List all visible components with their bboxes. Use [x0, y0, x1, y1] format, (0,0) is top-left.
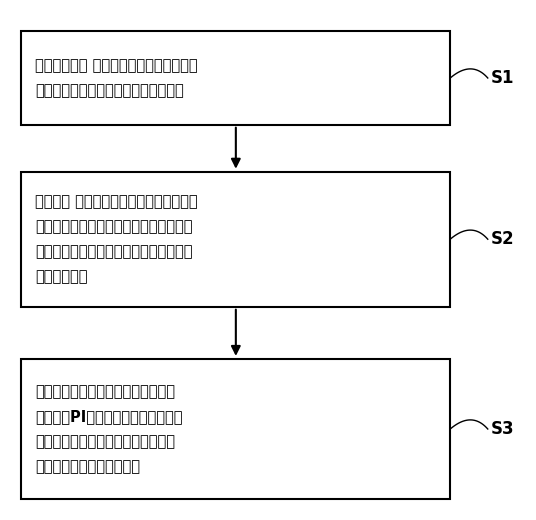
Text: S1: S1 — [490, 69, 514, 87]
Bar — [21, 31, 450, 125]
Text: 偏差电流输入电流内环，通过电流内: 偏差电流输入电流内环，通过电流内 — [35, 384, 175, 399]
Text: 检测负载电流 中基波有功电流分量，电压: 检测负载电流 中基波有功电流分量，电压 — [35, 58, 197, 73]
Text: 外环实现直流侧稳压控制、均压控制。: 外环实现直流侧稳压控制、均压控制。 — [35, 83, 184, 98]
Text: 踪指令减去静止同步补偿器发生的电流得: 踪指令减去静止同步补偿器发生的电流得 — [35, 244, 192, 259]
Text: 作为电流内环的跟踪指令，电流内环的跟: 作为电流内环的跟踪指令，电流内环的跟 — [35, 219, 192, 234]
Bar — [21, 359, 450, 499]
Text: 制器，提高电流跟踪精度。: 制器，提高电流跟踪精度。 — [35, 459, 140, 474]
Text: 应速度；通过电流内环中外环重复控: 应速度；通过电流内环中外环重复控 — [35, 434, 175, 449]
Text: S2: S2 — [490, 230, 514, 248]
Text: 环中内环PI控制器，提高系统动态响: 环中内环PI控制器，提高系统动态响 — [35, 409, 182, 424]
Text: S3: S3 — [490, 420, 514, 438]
Bar — [21, 172, 450, 307]
Text: 到偏差电流。: 到偏差电流。 — [35, 269, 87, 284]
Text: 负载电流 减去所述基波正序有功电流分量: 负载电流 减去所述基波正序有功电流分量 — [35, 194, 197, 209]
